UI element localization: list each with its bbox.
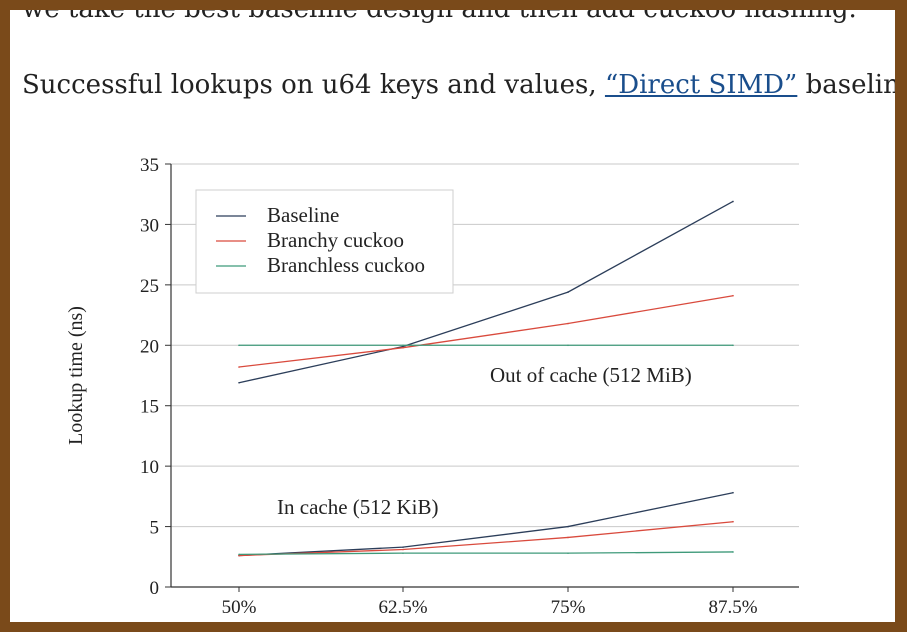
data-point-baseline xyxy=(402,345,404,348)
data-point-branchy-cuckoo xyxy=(567,322,569,325)
caption-text-after: baseline: xyxy=(805,70,895,100)
chart-caption: Successful lookups on u64 keys and value… xyxy=(22,70,895,100)
y-tick-label: 30 xyxy=(140,215,159,236)
annotation-label: Out of cache (512 MiB) xyxy=(490,363,692,387)
series-line-baseline-out-of-cache xyxy=(238,200,734,384)
data-point-baseline xyxy=(732,491,734,494)
data-point-branchless-cuckoo xyxy=(402,552,404,554)
data-point-branchless-cuckoo xyxy=(402,344,404,347)
x-tick-labels: 50% 62.5% 75% 87.5% xyxy=(222,597,758,618)
data-point-branchy-cuckoo xyxy=(238,366,240,368)
data-point-branchless-cuckoo xyxy=(567,552,569,554)
legend-entry: Baseline xyxy=(267,203,339,227)
x-tick-label: 75% xyxy=(551,597,586,618)
y-axis-label: Lookup time (ns) xyxy=(65,306,87,445)
y-tick-label: 10 xyxy=(140,457,159,478)
series-line-branchless-cuckoo-in-cache xyxy=(238,551,734,556)
direct-simd-link[interactable]: “Direct SIMD” xyxy=(604,70,798,100)
caption-text-before: Successful lookups on u64 keys and value… xyxy=(22,70,605,100)
series-line-branchy-cuckoo-in-cache xyxy=(238,521,734,557)
y-tick-label: 20 xyxy=(140,336,159,357)
y-tick-label: 5 xyxy=(150,518,160,539)
legend-entry: Branchless cuckoo xyxy=(267,253,425,277)
data-point-branchy-cuckoo xyxy=(402,346,404,349)
data-point-branchless-cuckoo xyxy=(732,344,734,347)
x-tick-label: 62.5% xyxy=(378,597,427,618)
data-point-baseline xyxy=(567,525,569,528)
data-point-branchy-cuckoo xyxy=(732,520,734,523)
lookup-time-chart: 0 5 10 15 20 25 30 35 50% 62.5% 75% 87.5% Baseline… xyxy=(65,155,799,618)
series-line-baseline-in-cache xyxy=(238,492,734,557)
data-point-baseline xyxy=(732,200,734,203)
data-point-branchy-cuckoo xyxy=(402,548,404,551)
y-tick-labels: 0 5 10 15 20 25 30 35 xyxy=(140,155,159,599)
data-point-baseline xyxy=(238,381,240,384)
data-point-branchless-cuckoo xyxy=(567,344,569,347)
chart-series xyxy=(238,200,734,557)
chart-annotations: Out of cache (512 MiB) In cache (512 KiB) xyxy=(277,363,692,519)
data-point-baseline xyxy=(567,291,569,293)
cut-off-paragraph: we take the best baseline design and the… xyxy=(22,10,857,24)
data-point-branchless-cuckoo xyxy=(238,553,240,556)
data-point-branchy-cuckoo xyxy=(567,536,569,539)
annotation-label: In cache (512 KiB) xyxy=(277,495,439,519)
data-point-branchless-cuckoo xyxy=(238,344,240,347)
y-tick-label: 35 xyxy=(140,155,159,176)
data-point-branchy-cuckoo xyxy=(732,294,734,297)
data-point-baseline xyxy=(402,546,404,548)
chart-axes xyxy=(165,163,799,592)
y-tick-label: 0 xyxy=(150,578,160,599)
x-tick-label: 50% xyxy=(222,597,257,618)
data-point-branchy-cuckoo xyxy=(238,554,240,557)
legend-entry: Branchy cuckoo xyxy=(267,228,404,252)
y-tick-label: 15 xyxy=(140,397,159,418)
x-tick-label: 87.5% xyxy=(708,597,757,618)
series-line-branchy-cuckoo-out-of-cache xyxy=(238,295,734,368)
data-point-branchless-cuckoo xyxy=(732,551,734,553)
article-panel: we take the best baseline design and the… xyxy=(10,10,895,622)
y-tick-label: 25 xyxy=(140,276,159,297)
